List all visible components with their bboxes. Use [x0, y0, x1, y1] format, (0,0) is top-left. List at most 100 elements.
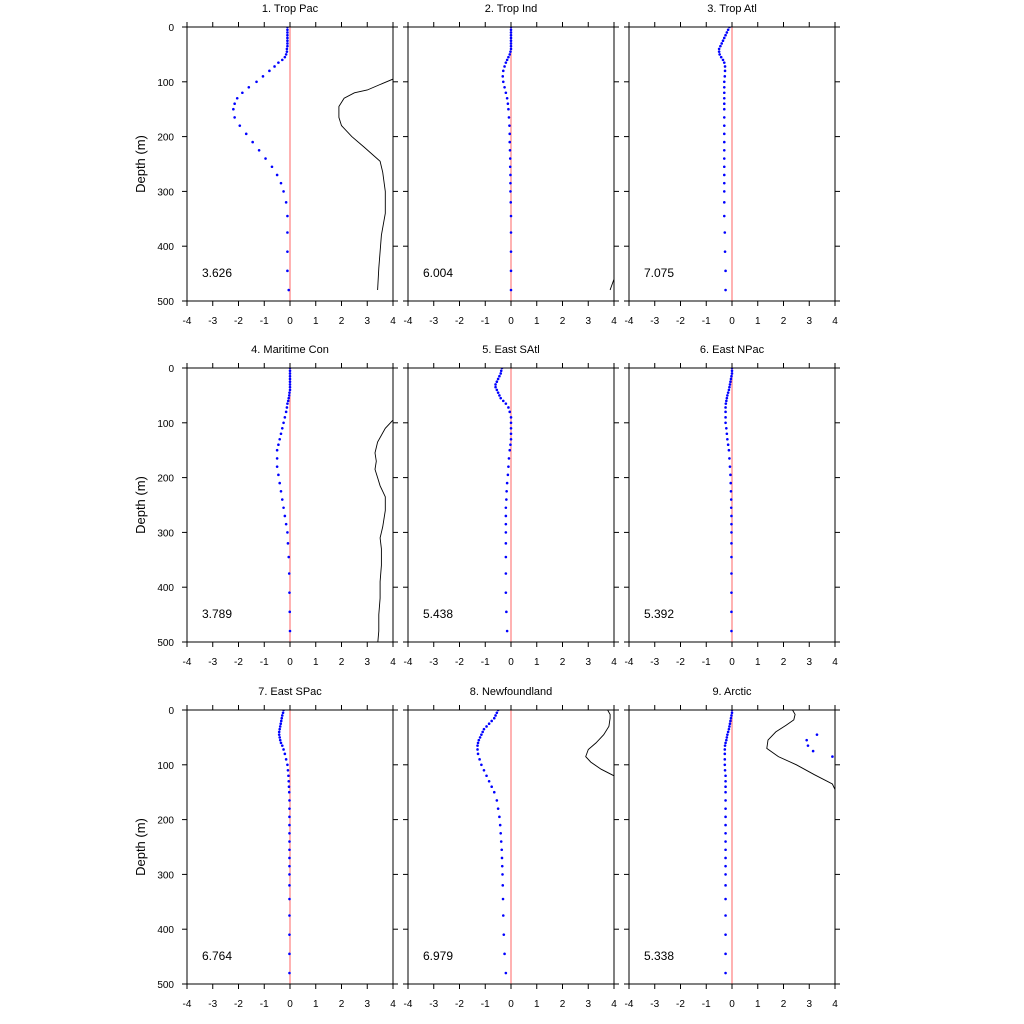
data-point: [504, 572, 508, 575]
x-tick-label: -4: [625, 999, 634, 1010]
data-point: [286, 531, 289, 534]
x-tick-label: 4: [832, 657, 838, 668]
data-point: [478, 758, 481, 761]
value-annotation: 5.392: [644, 607, 674, 621]
data-point: [496, 391, 500, 394]
data-point: [723, 75, 727, 78]
data-point: [278, 738, 282, 742]
data-point: [723, 768, 727, 772]
x-tick-label: -4: [404, 999, 413, 1010]
data-point: [495, 711, 499, 715]
data-point: [288, 971, 291, 975]
data-point: [505, 58, 509, 62]
data-point: [476, 752, 480, 756]
data-point: [504, 971, 508, 975]
data-point: [247, 85, 251, 89]
data-point: [505, 629, 509, 633]
data-point: [499, 369, 503, 373]
x-tick-label: -2: [455, 999, 464, 1010]
data-point: [288, 383, 292, 386]
data-point: [730, 714, 733, 717]
data-point: [280, 426, 284, 430]
data-point: [722, 96, 726, 100]
y-tick-label: 0: [168, 706, 174, 717]
panel-5: 5. East SAtl -4 -3 -2 -1 0 1 2 3 4 5.438: [403, 344, 619, 668]
data-point: [287, 779, 291, 783]
data-point: [286, 399, 290, 403]
data-point: [724, 288, 727, 292]
data-point: [496, 807, 500, 810]
data-point: [509, 36, 513, 40]
x-tick-label: -3: [650, 999, 659, 1010]
data-point: [279, 432, 283, 436]
data-point: [501, 80, 505, 84]
data-point: [505, 481, 509, 485]
x-tick-label: -3: [429, 316, 438, 327]
data-point: [724, 421, 727, 425]
data-point: [725, 432, 729, 436]
data-point: [729, 380, 732, 384]
data-point: [730, 591, 733, 594]
data-point: [499, 832, 503, 835]
data-point: [730, 711, 734, 715]
data-point: [275, 448, 279, 452]
data-point: [288, 840, 291, 843]
y-tick-label: 400: [157, 583, 174, 594]
data-point: [724, 848, 727, 852]
data-point: [495, 380, 499, 384]
data-point: [722, 140, 726, 144]
value-annotation: 3.789: [202, 607, 232, 621]
x-tick-label: 1: [534, 999, 540, 1010]
data-point: [285, 406, 289, 409]
data-point: [729, 719, 732, 723]
data-point: [505, 498, 508, 501]
data-point: [286, 542, 290, 545]
data-point: [722, 214, 726, 218]
data-point: [286, 44, 289, 48]
panel-1: 1. Trop Pac -4 -3 -2 -1 0 1 2 3 4 0 100 200 300 400 500…: [133, 3, 398, 327]
panel-title: 9. Arctic: [712, 686, 752, 698]
data-point: [501, 69, 505, 73]
x-tick-label: 4: [390, 999, 396, 1010]
data-point: [288, 884, 291, 887]
data-point: [255, 80, 258, 84]
data-point: [723, 231, 727, 234]
data-point: [509, 437, 513, 441]
data-point: [504, 591, 508, 594]
data-point: [277, 61, 280, 64]
data-point: [724, 823, 727, 827]
data-point: [494, 385, 497, 389]
data-point: [286, 250, 289, 253]
panel-3: 3. Trop Atl -4 -3 -2 -1 0 1 2 3 4 7.075: [624, 3, 840, 327]
data-point: [508, 165, 512, 169]
data-point: [729, 506, 733, 510]
x-tick-label: 2: [560, 316, 566, 327]
data-point: [729, 716, 733, 720]
panel-title: 1. Trop Pac: [262, 3, 319, 15]
data-point: [286, 28, 289, 32]
data-point: [724, 864, 727, 868]
value-annotation: 6.764: [202, 949, 232, 963]
y-axis-label: Depth (m): [133, 818, 148, 876]
data-point: [288, 629, 292, 633]
x-tick-label: -4: [404, 657, 413, 668]
x-tick-label: -3: [208, 316, 217, 327]
data-point: [728, 385, 731, 389]
panel-title: 2. Trop Ind: [485, 3, 538, 15]
data-point: [288, 807, 291, 810]
data-point: [718, 53, 721, 56]
data-point: [503, 952, 506, 956]
x-tick-label: 1: [313, 657, 319, 668]
data-point: [288, 832, 291, 835]
data-point: [233, 116, 236, 119]
data-point: [509, 250, 513, 253]
data-point: [503, 85, 506, 89]
plot-area: [724, 368, 734, 633]
data-point: [724, 785, 727, 789]
panel-4: 4. Maritime Con -4 -3 -2 -1 0 1 2 3 4 0 100 200 300 40…: [133, 344, 398, 668]
data-point: [498, 374, 501, 378]
x-tick-label: 0: [729, 999, 735, 1010]
data-point: [288, 591, 291, 594]
data-point: [508, 132, 512, 136]
x-tick-label: 2: [339, 657, 345, 668]
